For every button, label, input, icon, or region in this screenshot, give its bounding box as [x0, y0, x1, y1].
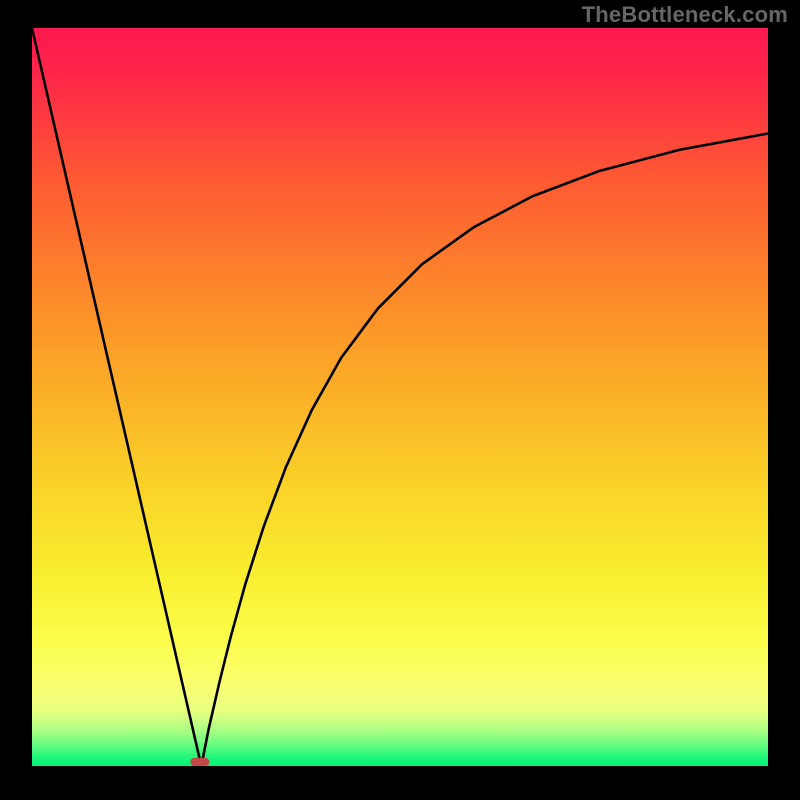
bottleneck-chart: [0, 0, 800, 800]
watermark-label: TheBottleneck.com: [582, 2, 788, 28]
minimum-marker: [190, 758, 209, 766]
plot-background: [32, 28, 768, 766]
chart-container: TheBottleneck.com: [0, 0, 800, 800]
